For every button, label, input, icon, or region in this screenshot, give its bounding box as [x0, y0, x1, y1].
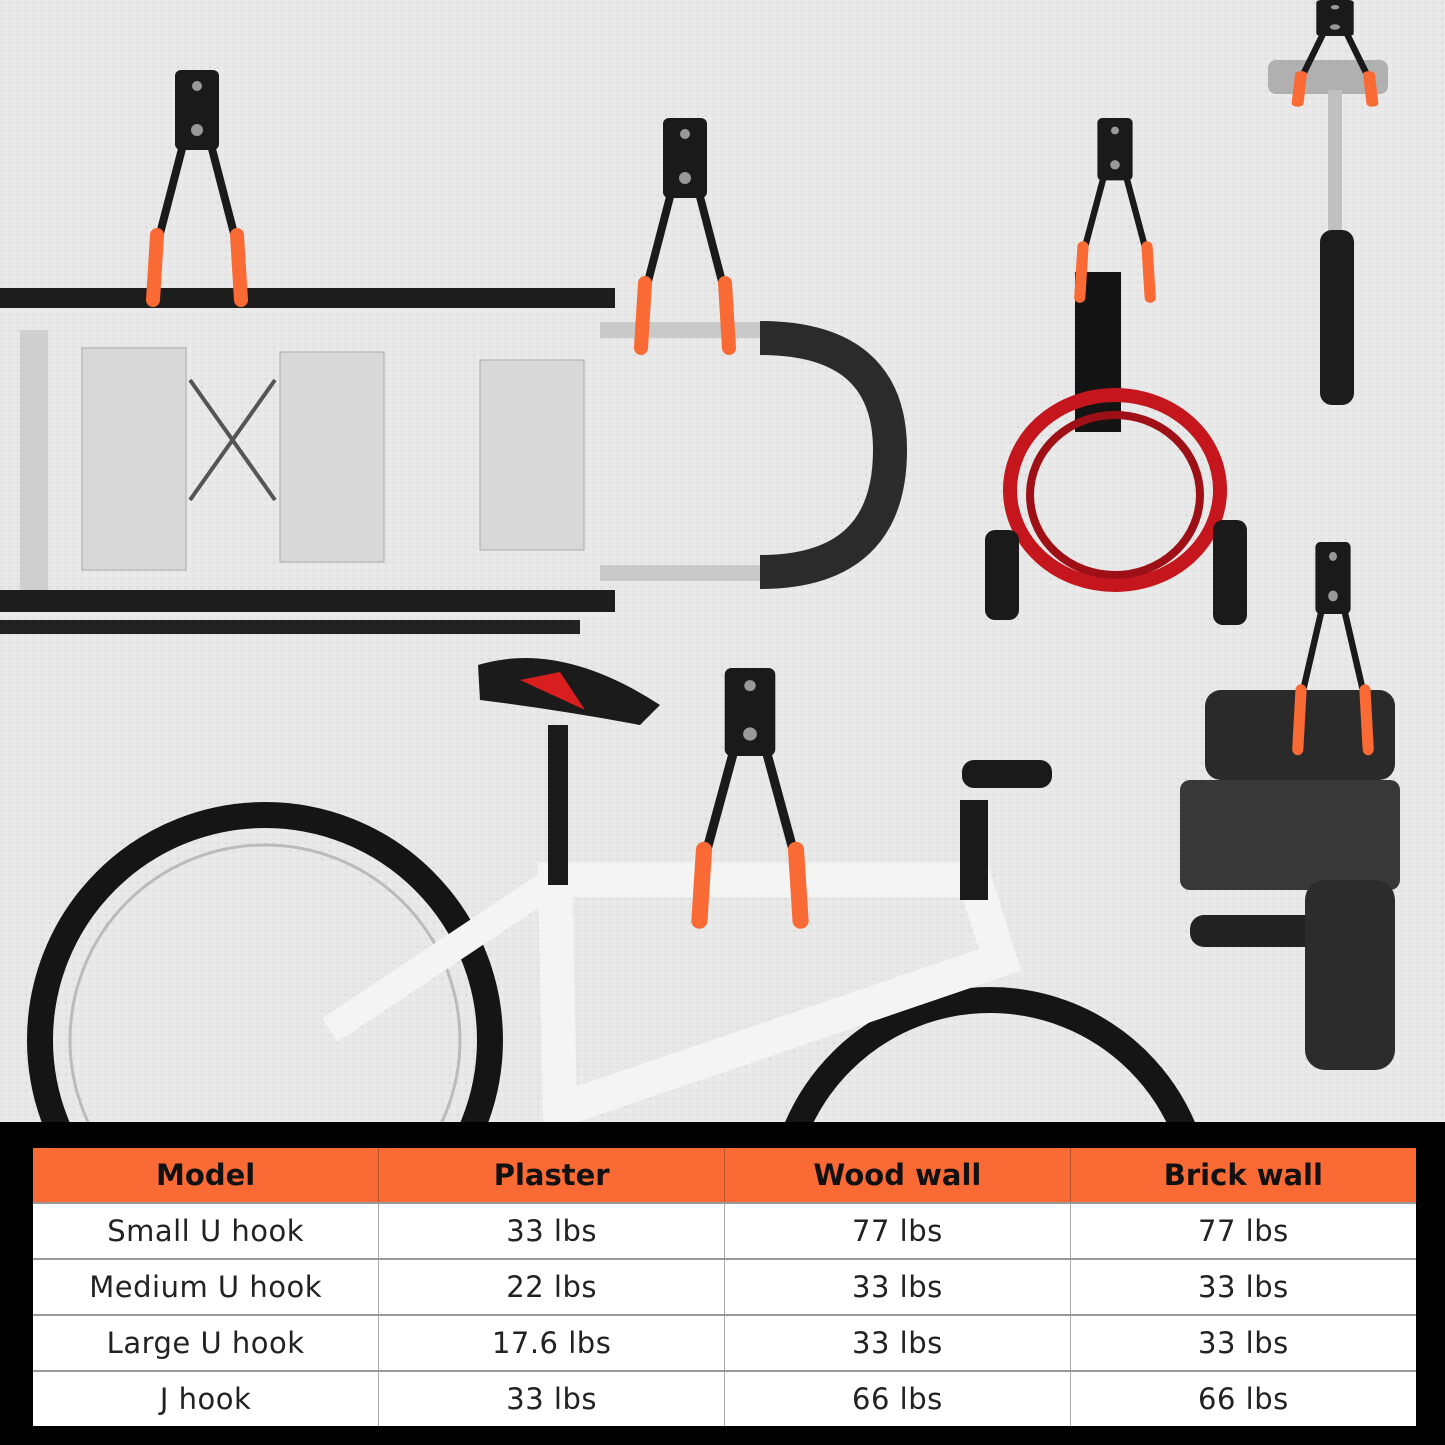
header-plaster: Plaster: [378, 1148, 725, 1203]
cell-model: Medium U hook: [33, 1258, 380, 1315]
table-header-row: Model Plaster Wood wall Brick wall: [33, 1148, 1416, 1203]
cell-wood: 33 lbs: [724, 1314, 1071, 1371]
cell-wood: 33 lbs: [724, 1258, 1071, 1315]
header-wood-wall: Wood wall: [724, 1148, 1071, 1203]
cell-wood: 77 lbs: [724, 1202, 1071, 1259]
product-scene: [0, 0, 1445, 1122]
cell-plaster: 33 lbs: [378, 1202, 725, 1259]
cell-wood: 66 lbs: [724, 1370, 1071, 1426]
ladder: [0, 288, 908, 634]
cell-model: J hook: [33, 1370, 380, 1426]
cell-brick: 33 lbs: [1070, 1314, 1416, 1371]
cell-plaster: 22 lbs: [378, 1258, 725, 1315]
hammer: [1268, 60, 1388, 405]
table-row: Large U hook 17.6 lbs 33 lbs 33 lbs: [33, 1314, 1416, 1371]
cell-model: Small U hook: [33, 1202, 380, 1259]
cell-plaster: 33 lbs: [378, 1370, 725, 1426]
load-capacity-table: Model Plaster Wood wall Brick wall Small…: [33, 1148, 1416, 1426]
table-row: Small U hook 33 lbs 77 lbs 77 lbs: [33, 1202, 1416, 1259]
header-brick-wall: Brick wall: [1070, 1148, 1416, 1203]
cell-model: Large U hook: [33, 1314, 380, 1371]
table-row: Medium U hook 22 lbs 33 lbs 33 lbs: [33, 1258, 1416, 1315]
cell-brick: 77 lbs: [1070, 1202, 1416, 1259]
table-row: J hook 33 lbs 66 lbs 66 lbs: [33, 1370, 1416, 1426]
cell-brick: 66 lbs: [1070, 1370, 1416, 1426]
bicycle: [27, 658, 1195, 1122]
header-model: Model: [33, 1148, 380, 1203]
cell-plaster: 17.6 lbs: [378, 1314, 725, 1371]
cell-brick: 33 lbs: [1070, 1258, 1416, 1315]
